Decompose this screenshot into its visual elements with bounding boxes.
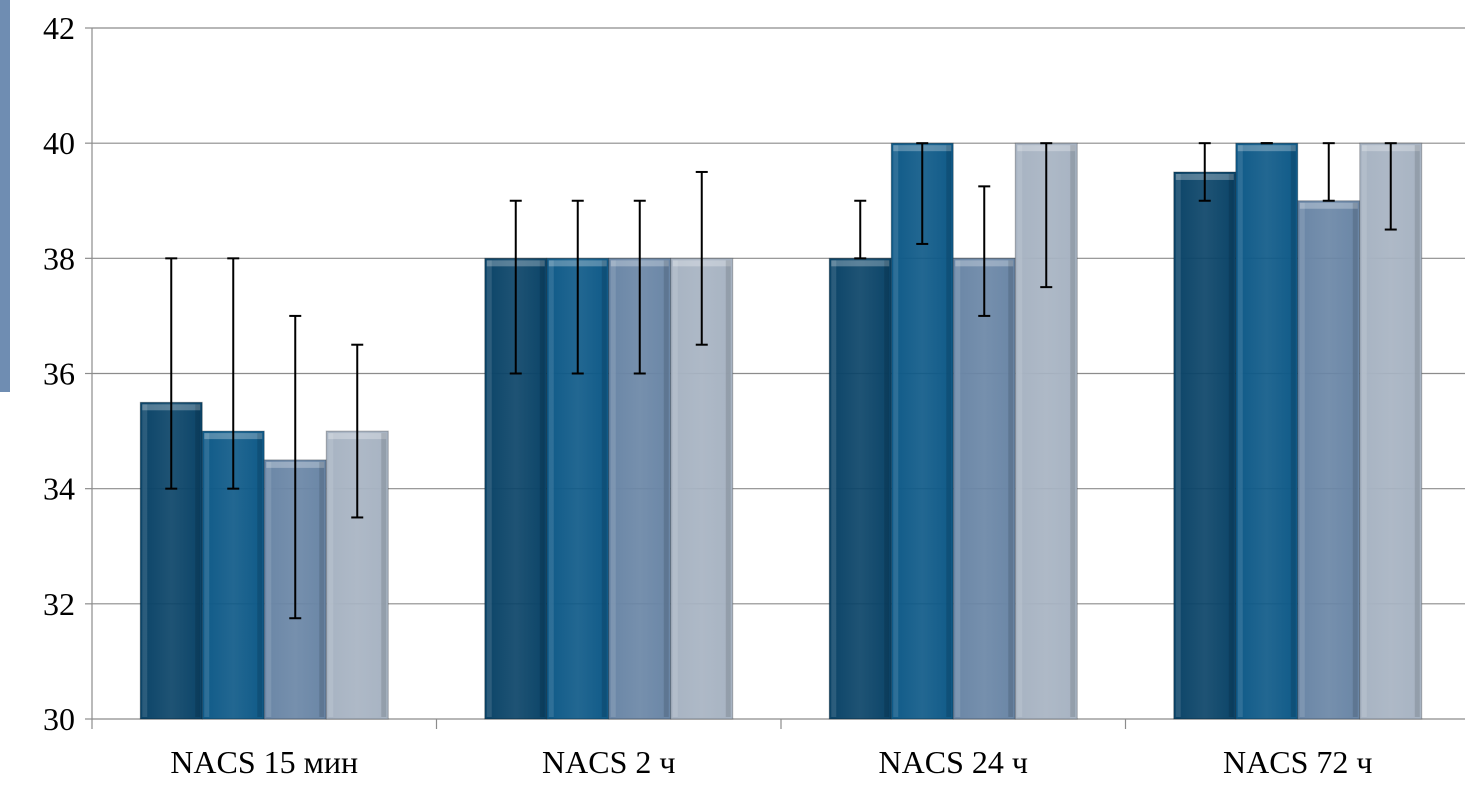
bar-highlight-left: [266, 461, 272, 717]
error-bar: [289, 314, 302, 620]
bar-highlight-top: [1299, 202, 1358, 209]
bar: [1297, 200, 1361, 720]
bar-shadow-right: [1070, 145, 1076, 717]
error-bar: [978, 185, 991, 317]
bar-shadow-right: [539, 260, 545, 717]
bar-highlight-left: [1361, 145, 1367, 717]
error-bar: [1040, 142, 1053, 289]
error-bar: [854, 199, 867, 260]
y-tick-label: 40: [43, 125, 75, 161]
bar: [952, 257, 1016, 720]
error-bar: [1384, 142, 1397, 231]
bar-highlight-left: [1237, 145, 1243, 717]
bar-shadow-right: [1414, 145, 1420, 717]
bar-highlight-left: [548, 260, 554, 717]
bar-shadow-right: [725, 260, 731, 717]
bar-shadow-right: [1290, 145, 1296, 717]
bar-highlight-left: [672, 260, 678, 717]
bar-shadow-right: [1352, 202, 1358, 717]
error-bars: [165, 142, 1397, 620]
bar-highlight-top: [831, 260, 890, 267]
bar-highlight-left: [610, 260, 616, 717]
y-tick-label: 34: [43, 471, 75, 507]
bar: [1173, 171, 1237, 720]
bar-highlight-left: [1017, 145, 1023, 717]
error-bar: [695, 170, 708, 346]
labels: 30 32 34 36 38 40 42 NACS 15 мин NACS 2 ч NACS 24…: [43, 10, 1372, 780]
bar-highlight-left: [1175, 173, 1181, 718]
bar-shadow-right: [195, 404, 201, 717]
bar: [1235, 142, 1299, 720]
bar-shadow-right: [601, 260, 607, 717]
y-tick-label: 32: [43, 586, 75, 622]
bar-highlight-left: [204, 433, 210, 717]
bar-highlight-left: [831, 260, 837, 717]
bar-highlight-left: [893, 145, 899, 717]
error-bar: [227, 257, 240, 490]
x-category-label: NACS 2 ч: [542, 744, 675, 780]
x-category-label: NACS 24 ч: [879, 744, 1028, 780]
bar-highlight-left: [955, 260, 961, 717]
error-bar: [165, 257, 178, 490]
bar: [828, 257, 892, 720]
bar-shadow-right: [884, 260, 890, 717]
bar-shadow-right: [1228, 173, 1234, 718]
bar-shadow-right: [946, 145, 952, 717]
bar-shadow-right: [381, 433, 387, 717]
error-bar: [509, 199, 522, 375]
error-bar: [916, 142, 929, 245]
bar: [325, 430, 389, 720]
y-tick-label: 38: [43, 240, 75, 276]
bar-shadow-right: [257, 433, 263, 717]
bar-shadow-right: [663, 260, 669, 717]
y-tick-label: 36: [43, 356, 75, 392]
error-bar: [633, 199, 646, 375]
bar-highlight-left: [328, 433, 334, 717]
x-category-label: NACS 15 мин: [170, 744, 358, 780]
error-bar: [1322, 142, 1335, 202]
bar-highlight-left: [486, 260, 492, 717]
error-bar: [1198, 142, 1211, 202]
bar-shadow-right: [1008, 260, 1014, 717]
bar-highlight-top: [1237, 145, 1296, 152]
bar-highlight-left: [1299, 202, 1305, 717]
y-tick-label: 30: [43, 701, 75, 737]
error-bar: [571, 199, 584, 375]
x-category-label: NACS 72 ч: [1223, 744, 1372, 780]
bar-highlight-left: [142, 404, 148, 717]
error-bar: [351, 343, 364, 519]
y-tick-label: 42: [43, 10, 75, 46]
bars: [139, 142, 1423, 720]
left-accent-bar: [0, 0, 10, 392]
bar-shadow-right: [319, 461, 325, 717]
